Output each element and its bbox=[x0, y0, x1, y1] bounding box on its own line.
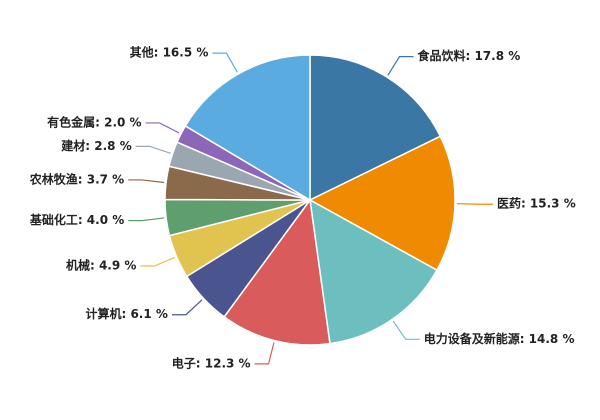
leader-line bbox=[387, 56, 414, 76]
data-label: 有色金属: 2.0 % bbox=[47, 114, 141, 129]
data-label: 食品饮料: 17.8 % bbox=[416, 48, 520, 63]
leader-line bbox=[254, 342, 275, 365]
leader-line bbox=[128, 179, 165, 184]
leader-line bbox=[145, 122, 180, 134]
data-label: 建材: 2.8 % bbox=[60, 138, 131, 153]
leader-line bbox=[140, 256, 175, 267]
data-label: 电力设备及新能源: 14.8 % bbox=[424, 331, 575, 346]
leader-line bbox=[135, 145, 171, 154]
leader-line bbox=[212, 52, 238, 73]
leader-line bbox=[128, 217, 165, 222]
leader-line bbox=[456, 203, 493, 205]
data-label: 机械: 4.9 % bbox=[66, 258, 136, 273]
pie-slice bbox=[308, 135, 456, 272]
data-label: 农林牧渔: 3.7 % bbox=[29, 171, 124, 186]
pie-slice bbox=[184, 54, 311, 202]
data-label: 计算机: 6.1 % bbox=[85, 306, 167, 321]
data-label: 基础化工: 4.0 % bbox=[29, 212, 124, 227]
leader-line bbox=[171, 299, 203, 316]
data-label: 其他: 16.5 % bbox=[130, 45, 209, 60]
pie-slice bbox=[223, 198, 331, 346]
pie-slice bbox=[309, 54, 442, 202]
leader-line bbox=[392, 320, 420, 340]
data-label: 医药: 15.3 % bbox=[497, 196, 576, 211]
data-label: 电子: 12.3 % bbox=[172, 355, 251, 370]
pie-slice bbox=[309, 198, 438, 345]
